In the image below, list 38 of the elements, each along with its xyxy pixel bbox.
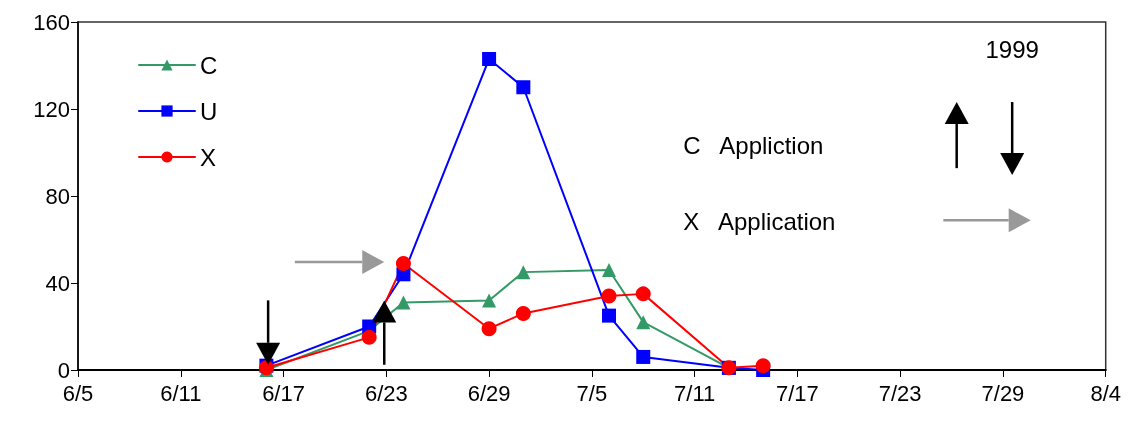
legend-label: X [200, 143, 217, 171]
point [395, 255, 411, 271]
point [515, 305, 531, 321]
x-tick-label: 7/29 [981, 380, 1025, 406]
annotation: C Appliction [683, 132, 824, 160]
point [361, 329, 377, 345]
point [635, 286, 651, 302]
point [601, 262, 616, 277]
x-tick-label: 7/23 [878, 380, 922, 406]
y-tick-label: 40 [45, 270, 70, 296]
x-tick-label: 7/11 [674, 380, 716, 406]
x-tick-label: 6/23 [364, 380, 408, 406]
point [601, 288, 617, 304]
y-tick-label: 0 [57, 357, 70, 383]
legend-label: U [200, 97, 218, 125]
x-tick-label: 6/11 [160, 380, 202, 406]
point [482, 51, 497, 66]
point [755, 358, 771, 374]
x-tick-label: 6/29 [467, 380, 511, 406]
point [481, 321, 497, 337]
annotation: X Application [683, 207, 836, 235]
point [636, 315, 651, 330]
x-tick-label: 6/17 [262, 380, 305, 406]
point [601, 308, 616, 323]
x-tick-label: 6/5 [62, 380, 94, 406]
point [516, 265, 531, 280]
point [636, 349, 651, 364]
point [482, 293, 497, 308]
x-tick-label: 7/5 [576, 380, 608, 406]
legend-label: C [200, 51, 218, 79]
x-tick-label: 7/17 [775, 380, 819, 406]
y-tick-label: 120 [33, 96, 70, 122]
y-tick-label: 160 [33, 9, 70, 35]
x-tick-label: 8/4 [1090, 380, 1122, 406]
annotation: 1999 [985, 36, 1039, 64]
point [396, 295, 411, 310]
point [516, 80, 531, 95]
y-tick-label: 80 [45, 183, 70, 209]
